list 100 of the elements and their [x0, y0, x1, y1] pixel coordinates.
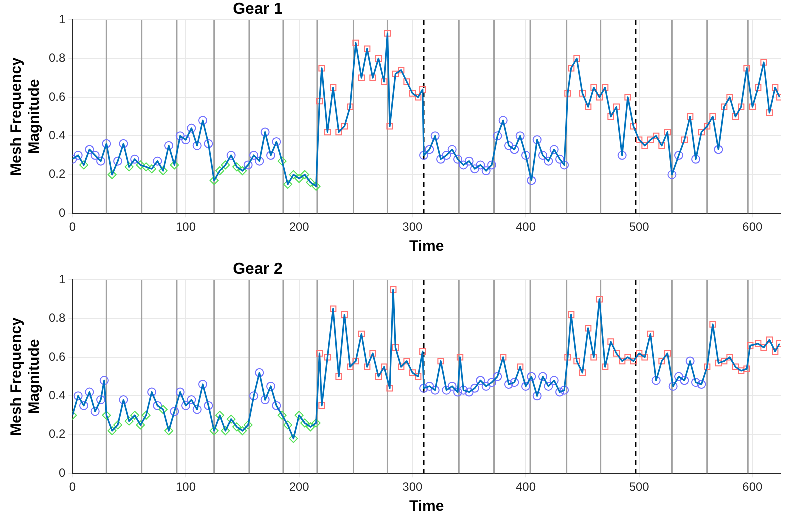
point: [721, 104, 728, 110]
point: [613, 104, 620, 110]
x-tick-label: 400: [516, 480, 536, 494]
point: [544, 156, 554, 166]
point: [85, 388, 94, 397]
point: [318, 65, 326, 72]
point: [590, 354, 598, 361]
point: [278, 411, 287, 420]
point: [664, 128, 671, 136]
point: [226, 414, 236, 424]
point: [114, 420, 123, 430]
point: [420, 151, 429, 160]
point: [674, 151, 684, 160]
point: [760, 344, 768, 352]
point: [192, 141, 202, 150]
point: [504, 141, 514, 150]
point: [721, 358, 728, 365]
point: [392, 70, 400, 78]
x-tick-label: 300: [402, 480, 424, 494]
point: [430, 386, 440, 395]
point: [266, 151, 276, 160]
point: [96, 156, 106, 166]
point: [738, 104, 745, 110]
point: [500, 354, 507, 361]
point: [476, 376, 486, 386]
point: [442, 151, 452, 160]
point: [726, 94, 734, 101]
point: [714, 145, 724, 154]
point: [664, 350, 671, 357]
point: [390, 286, 397, 294]
point: [124, 162, 134, 172]
y-tick-label: 0.4: [48, 128, 66, 142]
y-tick-label: 1: [58, 12, 66, 26]
point: [182, 136, 191, 145]
point: [158, 166, 168, 176]
point: [470, 164, 480, 174]
point: [370, 350, 376, 357]
point: [619, 358, 626, 365]
point: [697, 380, 706, 390]
point: [398, 364, 405, 370]
point: [158, 405, 168, 414]
point: [522, 382, 531, 391]
y-tick-label: 0.8: [48, 51, 66, 66]
point: [324, 128, 332, 136]
point: [198, 116, 208, 126]
point: [341, 312, 348, 318]
point: [148, 388, 157, 397]
point: [658, 358, 666, 365]
point: [204, 139, 214, 148]
point: [294, 174, 304, 184]
point: [624, 94, 632, 101]
point: [550, 376, 559, 386]
point: [642, 142, 648, 150]
point: [658, 142, 666, 150]
x-tick-label: 100: [176, 480, 196, 494]
point: [568, 65, 575, 72]
point: [358, 74, 366, 82]
point: [102, 411, 112, 420]
point: [642, 354, 648, 361]
point: [442, 386, 452, 395]
point: [381, 364, 388, 370]
point: [255, 368, 264, 378]
point: [130, 154, 140, 164]
point: [250, 151, 259, 160]
point: [384, 30, 392, 37]
point: [613, 350, 620, 357]
point: [312, 418, 321, 428]
point: [102, 139, 112, 148]
point: [176, 132, 185, 141]
point: [170, 407, 180, 416]
point: [653, 132, 660, 140]
point: [488, 378, 497, 388]
point: [550, 145, 559, 154]
point: [647, 330, 654, 338]
point: [375, 373, 382, 380]
point: [630, 358, 637, 365]
point: [415, 94, 422, 101]
point: [198, 380, 208, 390]
point: [306, 422, 316, 432]
point: [74, 151, 83, 160]
y-tick-label: 0.2: [48, 167, 66, 182]
point: [425, 382, 434, 391]
point: [425, 145, 434, 154]
y-tick-label: 0.6: [48, 350, 66, 364]
point: [454, 154, 463, 164]
point: [532, 136, 542, 145]
point: [747, 342, 754, 350]
point: [119, 139, 128, 148]
point: [732, 364, 739, 370]
point: [527, 176, 536, 186]
point: [187, 396, 196, 405]
point: [192, 405, 202, 414]
point: [574, 358, 580, 365]
point: [470, 384, 480, 393]
point: [579, 90, 586, 97]
point: [710, 113, 716, 120]
point: [415, 373, 422, 380]
point: [476, 160, 486, 170]
point: [176, 388, 185, 397]
point: [136, 420, 146, 430]
